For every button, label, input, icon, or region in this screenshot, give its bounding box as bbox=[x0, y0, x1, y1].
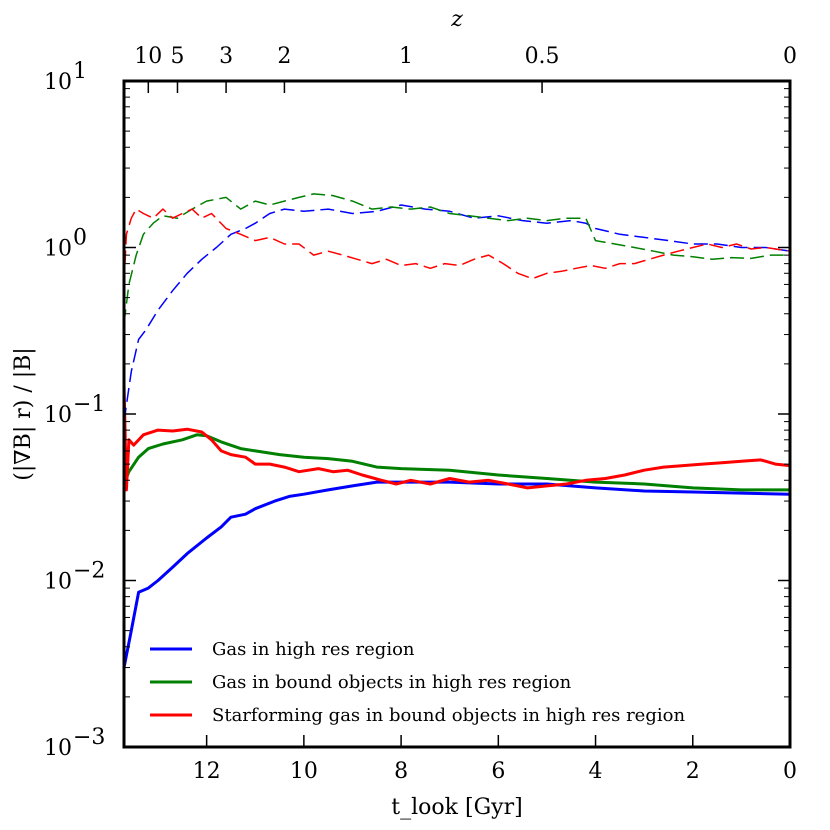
series-solid-2 bbox=[122, 384, 791, 492]
y-tick-label: 10 bbox=[44, 237, 72, 262]
top-tick-label: 2 bbox=[277, 44, 291, 69]
top-tick-label: 3 bbox=[219, 44, 233, 69]
plot-frame bbox=[122, 79, 792, 749]
x-tick-label: 12 bbox=[193, 759, 221, 784]
top-tick-label: 1 bbox=[399, 44, 413, 69]
top-tick-label: 0 bbox=[783, 44, 797, 69]
legend-label: Gas in bound objects in high res region bbox=[212, 672, 572, 693]
top-tick-label: 10 bbox=[134, 44, 162, 69]
y-tick-label: 10 bbox=[44, 570, 72, 595]
top-tick-label: 5 bbox=[170, 44, 184, 69]
y-tick-exponent: 0 bbox=[73, 226, 87, 251]
legend-label: Gas in high res region bbox=[212, 639, 415, 660]
y-tick-exponent: −1 bbox=[73, 392, 105, 417]
y-axis-label: (|∇B| r) / |B| bbox=[11, 347, 36, 480]
legend-label: Starforming gas in bound objects in high… bbox=[212, 705, 685, 726]
x-tick-label: 2 bbox=[686, 759, 700, 784]
x-tick-label: 4 bbox=[589, 759, 603, 784]
y-tick-label: 10 bbox=[44, 70, 72, 95]
top-axis-label: z bbox=[450, 7, 463, 32]
x-tick-label: 6 bbox=[491, 759, 505, 784]
series-solid-0 bbox=[122, 480, 791, 668]
top-tick-label: 0.5 bbox=[525, 44, 560, 69]
y-tick-exponent: −3 bbox=[73, 725, 105, 750]
x-tick-label: 10 bbox=[290, 759, 318, 784]
x-tick-label: 8 bbox=[394, 759, 408, 784]
y-tick-exponent: −2 bbox=[73, 559, 105, 584]
y-tick-label: 10 bbox=[44, 403, 72, 428]
x-tick-label: 0 bbox=[783, 759, 797, 784]
series-layer bbox=[122, 193, 791, 668]
series-dashed-4 bbox=[123, 193, 790, 324]
series-dashed-3 bbox=[123, 204, 791, 422]
series-dashed-5 bbox=[123, 208, 791, 285]
legend: Gas in high res region Gas in bound objec… bbox=[150, 639, 685, 726]
y-tick-label: 10 bbox=[44, 736, 72, 761]
series-solid-1 bbox=[122, 433, 790, 492]
x-axis-label: t_look [Gyr] bbox=[391, 795, 522, 820]
y-tick-exponent: 1 bbox=[73, 59, 87, 84]
